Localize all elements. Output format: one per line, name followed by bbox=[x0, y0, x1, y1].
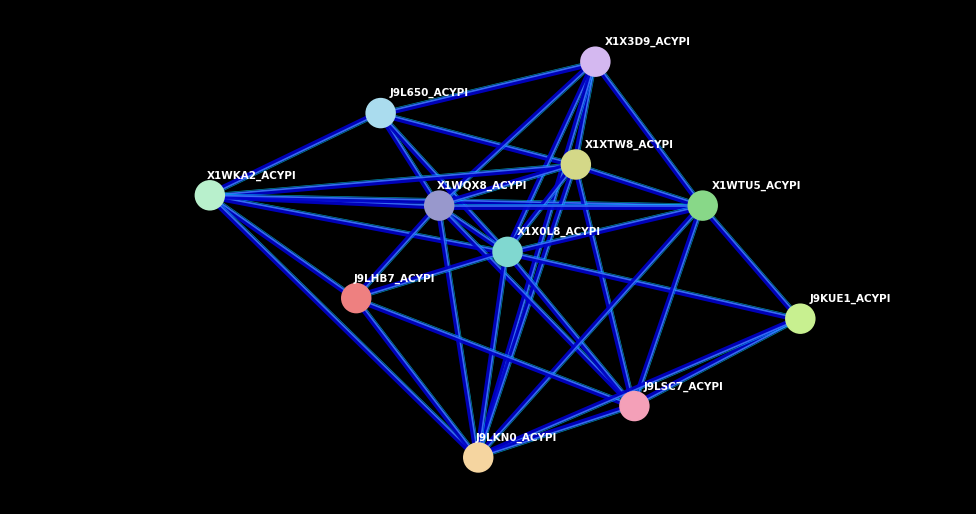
Circle shape bbox=[688, 191, 717, 220]
Text: X1WQX8_ACYPI: X1WQX8_ACYPI bbox=[436, 181, 527, 191]
Circle shape bbox=[342, 284, 371, 313]
Text: J9LHB7_ACYPI: J9LHB7_ACYPI bbox=[353, 273, 435, 284]
Text: X1XTW8_ACYPI: X1XTW8_ACYPI bbox=[585, 140, 674, 150]
Circle shape bbox=[786, 304, 815, 333]
Circle shape bbox=[620, 392, 649, 420]
Text: J9KUE1_ACYPI: J9KUE1_ACYPI bbox=[809, 294, 891, 304]
Text: J9LSC7_ACYPI: J9LSC7_ACYPI bbox=[643, 381, 723, 392]
Text: J9LKN0_ACYPI: J9LKN0_ACYPI bbox=[475, 433, 557, 443]
Text: X1X0L8_ACYPI: X1X0L8_ACYPI bbox=[516, 227, 601, 237]
Circle shape bbox=[425, 191, 454, 220]
Circle shape bbox=[464, 443, 493, 472]
Text: X1WKA2_ACYPI: X1WKA2_ACYPI bbox=[207, 171, 297, 181]
Circle shape bbox=[195, 181, 224, 210]
Text: X1WTU5_ACYPI: X1WTU5_ACYPI bbox=[712, 181, 801, 191]
Text: J9L650_ACYPI: J9L650_ACYPI bbox=[389, 87, 469, 98]
Text: X1X3D9_ACYPI: X1X3D9_ACYPI bbox=[604, 37, 691, 47]
Circle shape bbox=[561, 150, 590, 179]
Circle shape bbox=[581, 47, 610, 76]
Circle shape bbox=[366, 99, 395, 127]
Circle shape bbox=[493, 237, 522, 266]
